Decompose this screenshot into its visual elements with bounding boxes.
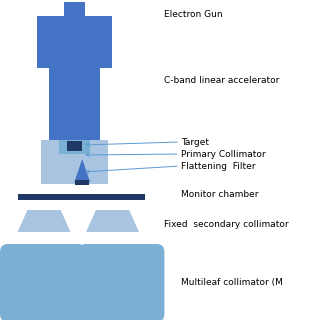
Bar [67, 141, 82, 151]
Text: Primary Collimator: Primary Collimator [181, 149, 266, 158]
Bar [41, 140, 108, 158]
Polygon shape [18, 210, 70, 232]
Bar [59, 140, 90, 154]
Text: Flattening  Filter: Flattening Filter [181, 162, 256, 171]
Text: Electron Gun: Electron Gun [164, 10, 223, 19]
Text: C-band linear accelerator: C-band linear accelerator [164, 76, 280, 84]
Polygon shape [86, 210, 139, 232]
Polygon shape [74, 159, 90, 182]
Bar [49, 68, 100, 140]
Bar [41, 158, 108, 184]
Text: Multileaf collimator (M: Multileaf collimator (M [181, 277, 283, 286]
Text: Target: Target [181, 138, 209, 147]
Bar [64, 2, 85, 16]
Text: Fixed  secondary collimator: Fixed secondary collimator [164, 220, 289, 228]
Text: Monitor chamber: Monitor chamber [181, 189, 259, 198]
Bar [37, 16, 112, 68]
FancyBboxPatch shape [0, 244, 86, 320]
Bar [18, 194, 145, 200]
Bar [75, 180, 89, 185]
FancyBboxPatch shape [78, 244, 164, 320]
